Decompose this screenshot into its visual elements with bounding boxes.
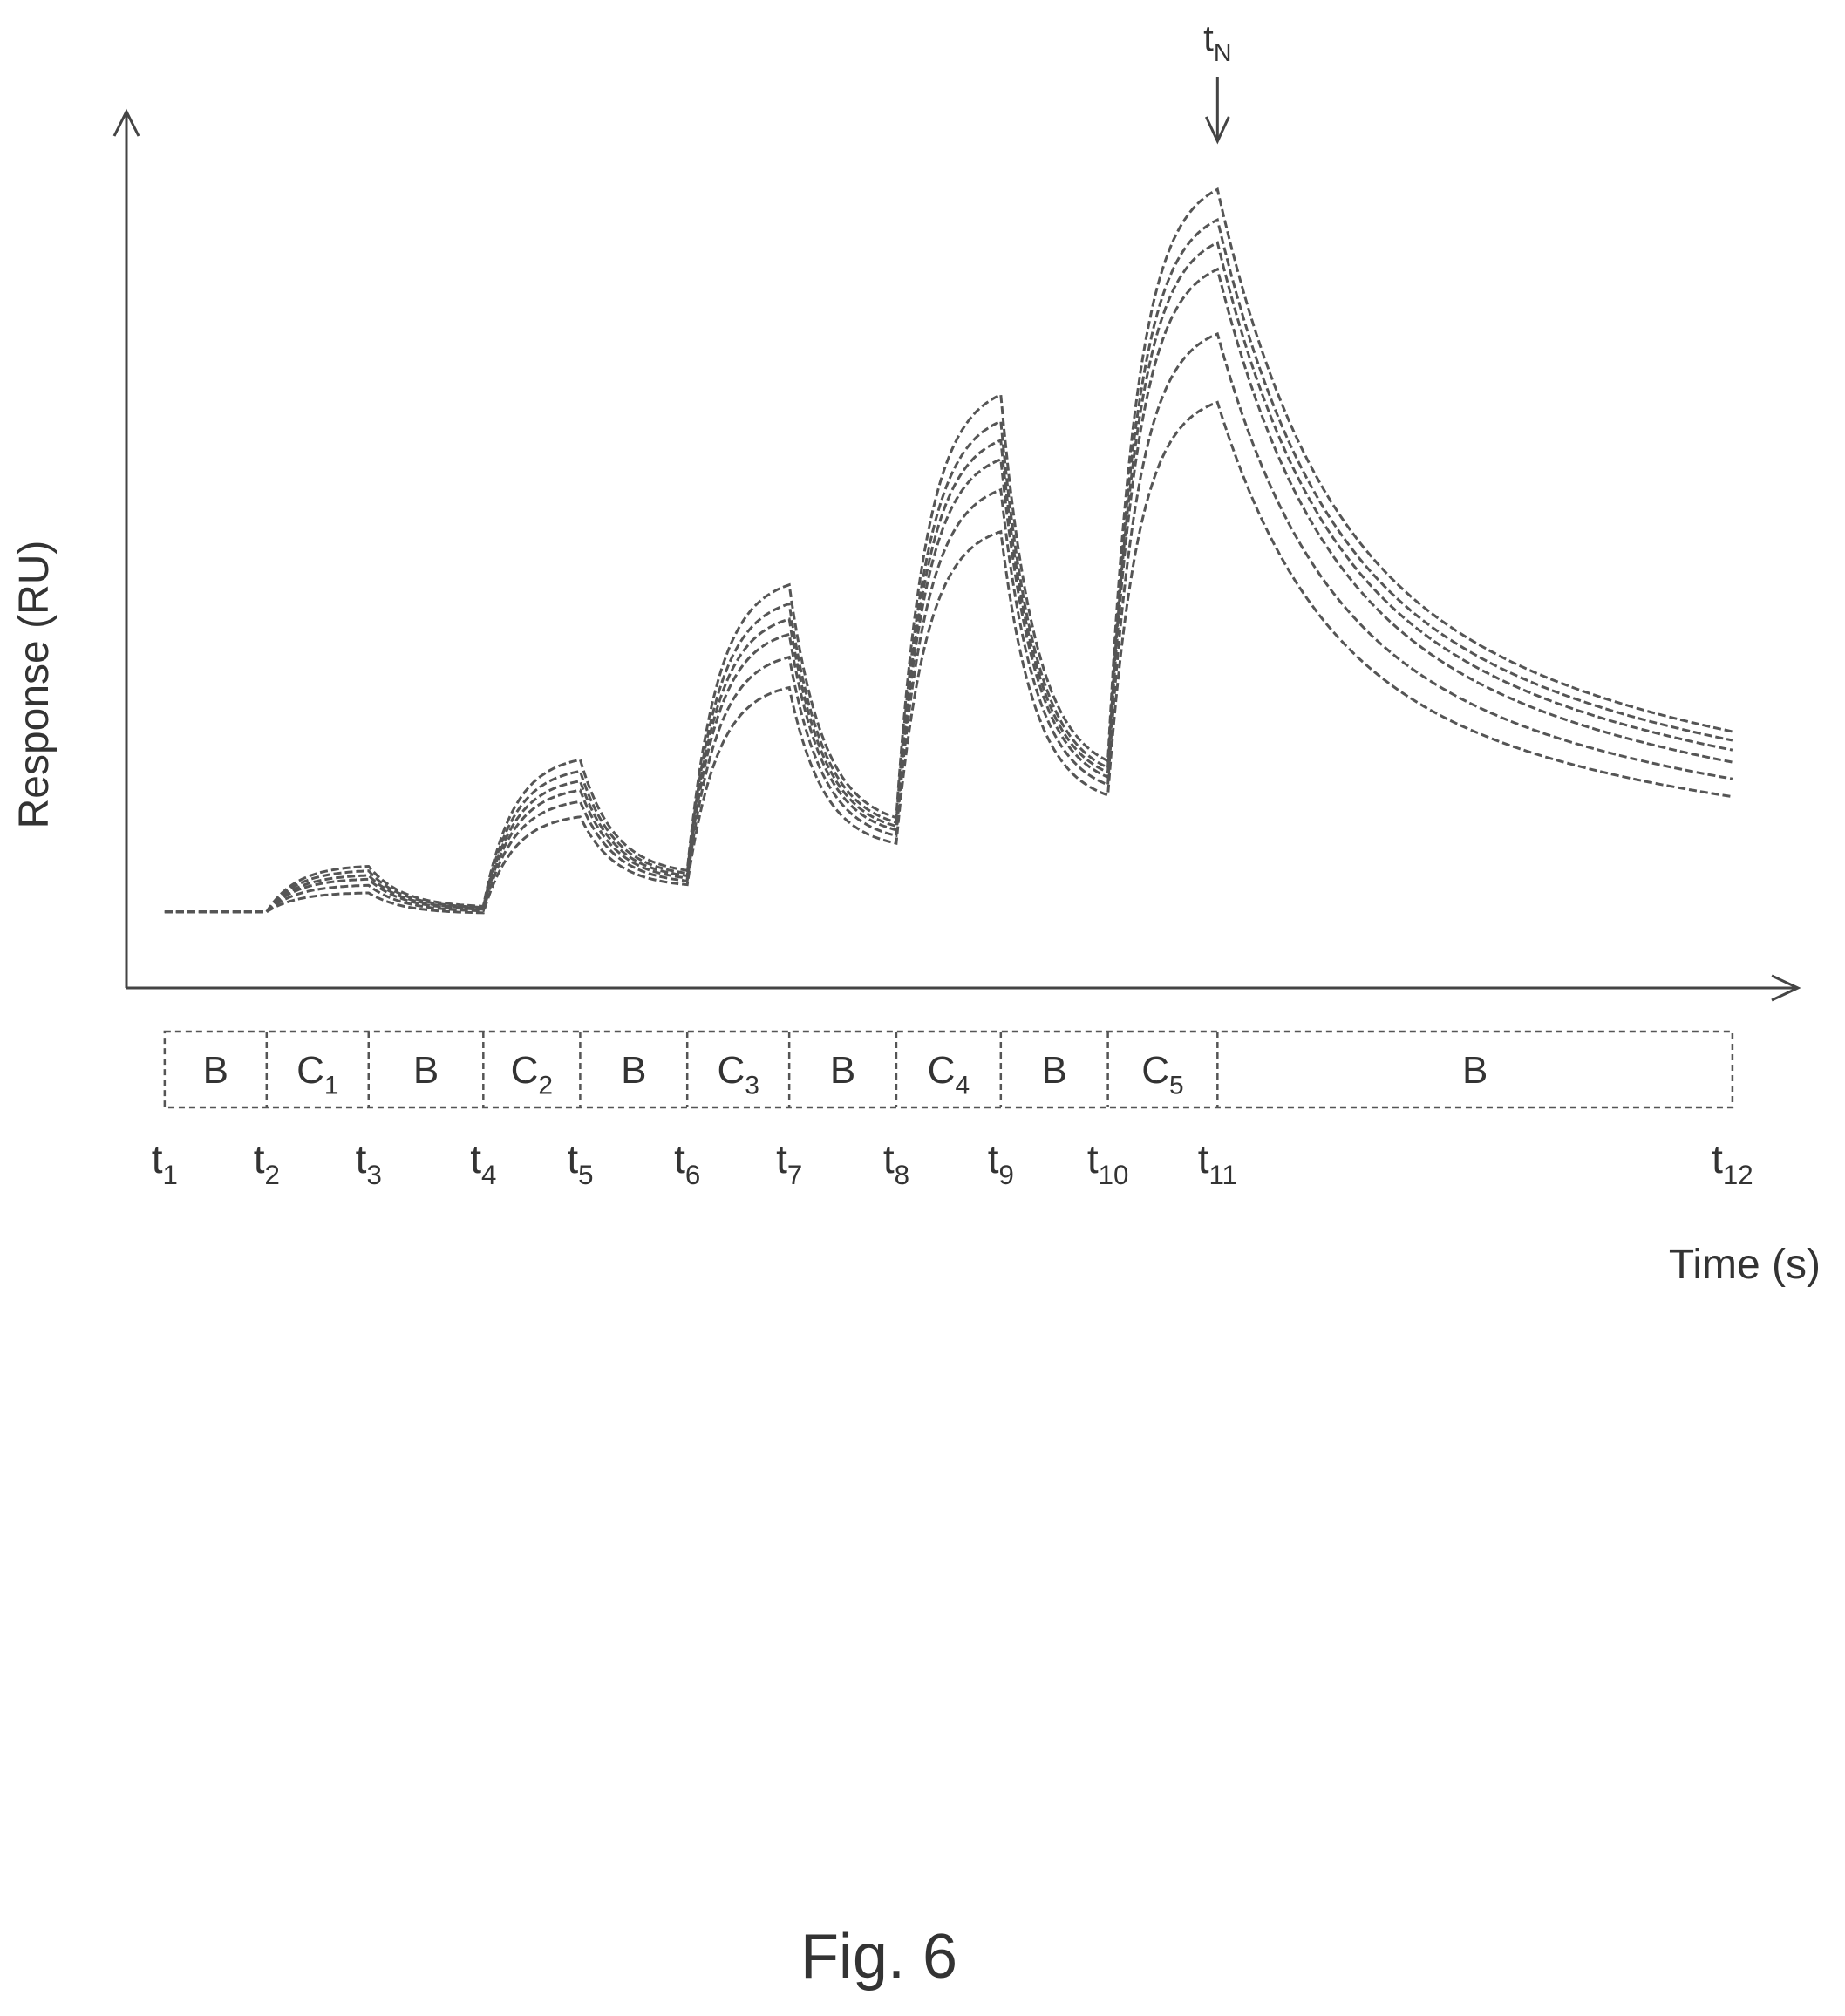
tn-arrow-head	[1204, 116, 1230, 145]
segment-label: C3	[717, 1049, 759, 1100]
segment-label: C1	[296, 1049, 338, 1100]
response-curve-series	[164, 187, 1733, 914]
x-axis-arrowhead	[1771, 974, 1801, 1002]
segment-label: C2	[511, 1049, 553, 1100]
time-tick-label: t5	[567, 1136, 593, 1190]
time-tick-label: t7	[776, 1136, 802, 1190]
time-tick-label: t3	[356, 1136, 382, 1190]
x-axis-label: Time (s)	[1669, 1242, 1821, 1288]
response-curve-series	[164, 267, 1733, 914]
time-tick-labels: t1 t2 t3 t4 t5 t6 t7 t8 t9 t10 t11 t12	[152, 1136, 1753, 1190]
segment-label: B	[1462, 1049, 1488, 1092]
time-tick-label: t9	[988, 1136, 1014, 1190]
response-curve-series	[164, 217, 1733, 914]
time-tick-label: t8	[883, 1136, 909, 1190]
tn-label: tN	[1203, 17, 1231, 67]
y-axis-label: Response (RU)	[11, 541, 58, 829]
time-tick-label: t4	[470, 1136, 496, 1190]
segment-label: B	[621, 1049, 646, 1092]
time-tick-label: t11	[1198, 1136, 1237, 1190]
segment-label: B	[203, 1049, 228, 1092]
figure-caption: Fig. 6	[800, 1922, 957, 1992]
segment-bar-outline	[163, 1030, 1734, 1109]
segment-label: B	[830, 1049, 855, 1092]
segment-label: B	[413, 1049, 439, 1092]
response-curve-series	[164, 331, 1733, 914]
time-tick-label: t2	[254, 1136, 280, 1190]
response-curve-series	[164, 241, 1733, 914]
y-axis-arrowhead	[112, 108, 140, 137]
segment-label: C4	[928, 1049, 970, 1100]
segment-label: C5	[1141, 1049, 1183, 1100]
response-curves	[164, 187, 1733, 915]
time-tick-label: t12	[1712, 1136, 1753, 1190]
injection-sequence-bar: B C1 B C2 B C3 B C4 B C5 B	[163, 1030, 1734, 1109]
time-tick-label: t6	[674, 1136, 700, 1190]
segment-label: B	[1042, 1049, 1067, 1092]
time-tick-label: t10	[1087, 1136, 1129, 1190]
response-curve-series	[164, 400, 1733, 915]
time-tick-label: t1	[152, 1136, 178, 1190]
tn-annotation: tN	[1203, 17, 1231, 145]
